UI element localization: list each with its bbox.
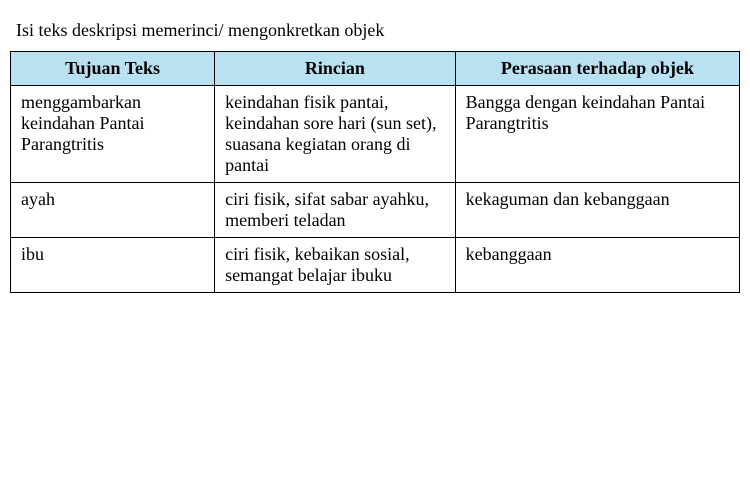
- cell-rincian: ciri fisik, kebaikan sosial, semangat be…: [215, 238, 456, 293]
- description-table: Tujuan Teks Rincian Perasaan terhadap ob…: [10, 51, 740, 293]
- table-row: ibu ciri fisik, kebaikan sosial, semanga…: [11, 238, 740, 293]
- cell-rincian: ciri fisik, sifat sabar ayahku, memberi …: [215, 183, 456, 238]
- cell-perasaan: kebanggaan: [455, 238, 739, 293]
- cell-perasaan: kekaguman dan kebanggaan: [455, 183, 739, 238]
- cell-tujuan: ayah: [11, 183, 215, 238]
- table-row: ayah ciri fisik, sifat sabar ayahku, mem…: [11, 183, 740, 238]
- cell-rincian: keindahan fisik pantai, keindahan sore h…: [215, 86, 456, 183]
- table-row: menggambarkan keindahan Pantai Parangtri…: [11, 86, 740, 183]
- header-rincian: Rincian: [215, 52, 456, 86]
- cell-tujuan: ibu: [11, 238, 215, 293]
- header-tujuan: Tujuan Teks: [11, 52, 215, 86]
- cell-tujuan: menggambarkan keindahan Pantai Parangtri…: [11, 86, 215, 183]
- cell-perasaan: Bangga dengan keindahan Pantai Parangtri…: [455, 86, 739, 183]
- table-caption: Isi teks deskripsi memerinci/ mengonkret…: [10, 20, 740, 41]
- header-perasaan: Perasaan terhadap objek: [455, 52, 739, 86]
- table-header-row: Tujuan Teks Rincian Perasaan terhadap ob…: [11, 52, 740, 86]
